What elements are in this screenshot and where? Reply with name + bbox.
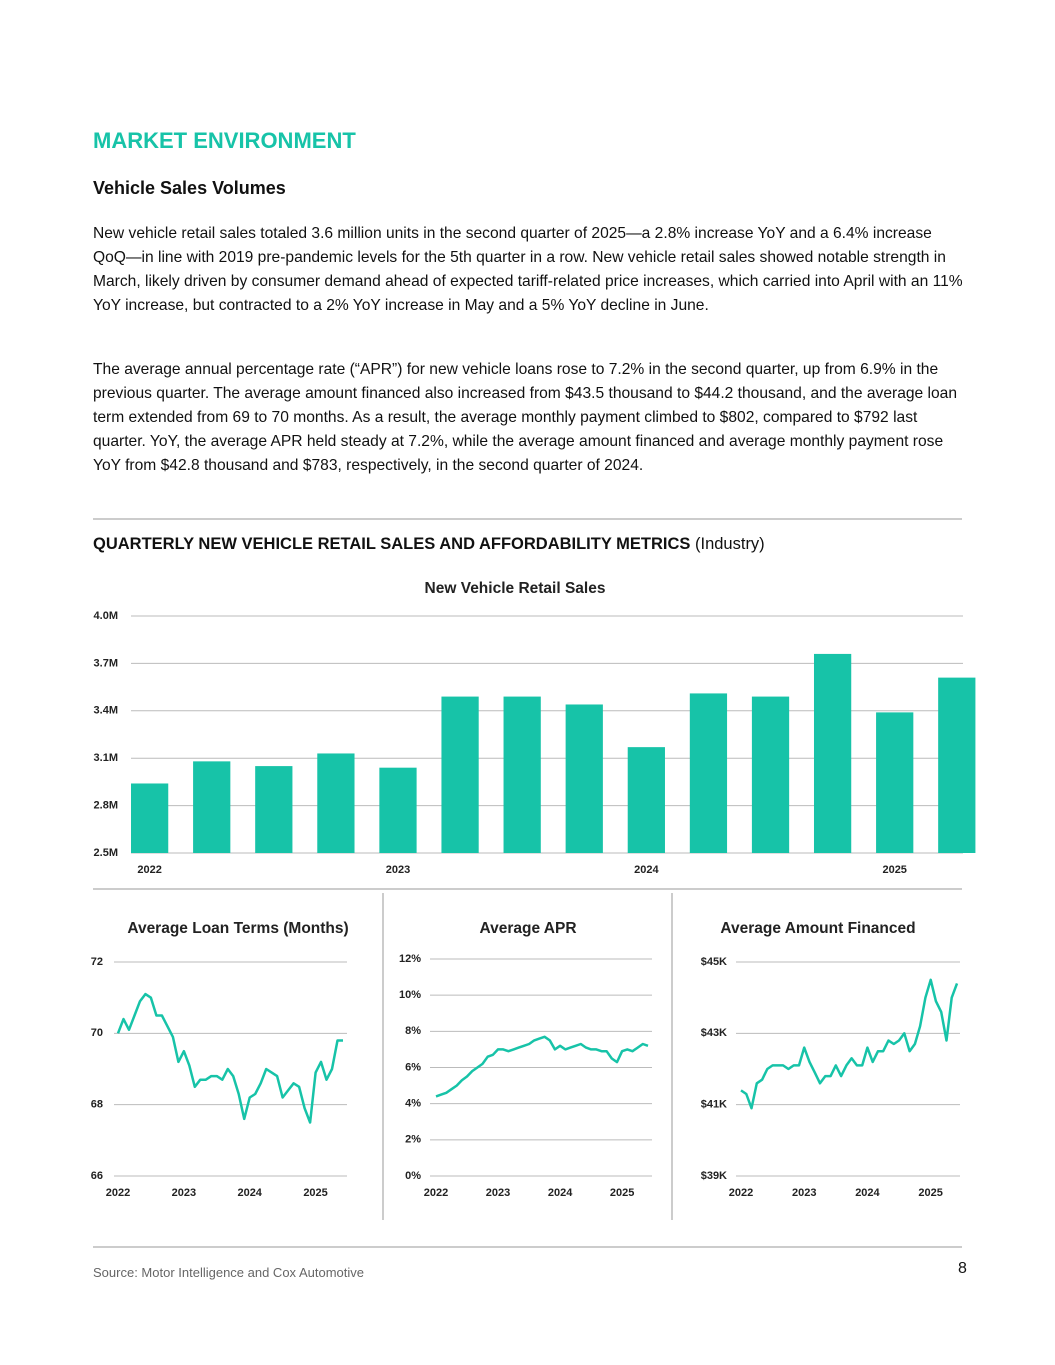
bar [938, 677, 976, 853]
x-tick-label: 2025 [610, 1187, 634, 1199]
y-tick-label: 10% [399, 989, 421, 1001]
line [740, 978, 959, 1110]
y-tick-label: $41K [701, 1099, 727, 1111]
paragraph: The average annual percentage rate (“APR… [93, 361, 958, 474]
y-tick-label: 0% [405, 1170, 421, 1182]
line [116, 992, 343, 1124]
page-number: 8 [958, 1260, 967, 1277]
y-tick-label: 3.7M [94, 657, 118, 669]
y-tick-label: 2% [405, 1134, 421, 1146]
bar [193, 761, 231, 853]
y-tick-label: 12% [399, 953, 421, 965]
y-tick-label: 70 [91, 1027, 103, 1039]
y-tick-label: 66 [91, 1170, 103, 1182]
bar [876, 712, 914, 853]
bar [317, 753, 355, 853]
chart-title: Average APR [479, 920, 576, 937]
x-tick-label: 2024 [634, 864, 659, 876]
y-tick-label: 6% [405, 1061, 421, 1073]
y-tick-label: 4% [405, 1098, 421, 1110]
paragraph: New vehicle retail sales totaled 3.6 mil… [93, 225, 963, 314]
y-tick-label: 4.0M [94, 610, 118, 622]
y-tick-label: 8% [405, 1025, 421, 1037]
figure-note: (Industry) [695, 535, 765, 553]
x-tick-label: 2023 [172, 1187, 196, 1199]
y-tick-label: $43K [701, 1027, 727, 1039]
chart-title: Average Amount Financed [720, 920, 915, 937]
x-tick-label: 2022 [137, 864, 161, 876]
x-tick-label: 2024 [548, 1187, 573, 1199]
y-tick-label: 68 [91, 1099, 103, 1111]
y-tick-label: $39K [701, 1170, 727, 1182]
x-tick-label: 2023 [386, 864, 410, 876]
bar [751, 696, 790, 853]
y-tick-label: 3.1M [94, 752, 118, 764]
x-tick-label: 2025 [303, 1187, 327, 1199]
x-tick-label: 2025 [882, 864, 906, 876]
bar [813, 653, 852, 853]
bar [255, 766, 293, 853]
subheading: Vehicle Sales Volumes [93, 178, 286, 198]
x-tick-label: 2024 [237, 1187, 262, 1199]
line [435, 1035, 649, 1098]
x-tick-label: 2023 [486, 1187, 510, 1199]
chart-title: Average Loan Terms (Months) [127, 920, 348, 937]
figure-title-main: QUARTERLY NEW VEHICLE RETAIL SALES AND A… [93, 535, 691, 553]
x-tick-label: 2022 [729, 1187, 753, 1199]
bar [441, 696, 479, 853]
y-tick-label: 2.8M [94, 800, 118, 812]
section-heading: MARKET ENVIRONMENT [93, 128, 356, 153]
chart-title: New Vehicle Retail Sales [425, 580, 606, 597]
y-tick-label: $45K [701, 956, 727, 968]
bar [379, 767, 417, 853]
x-tick-label: 2025 [918, 1187, 942, 1199]
x-tick-label: 2023 [792, 1187, 816, 1199]
bar [689, 693, 728, 853]
y-tick-label: 72 [91, 956, 103, 968]
x-tick-label: 2022 [424, 1187, 448, 1199]
source: Source: Motor Intelligence and Cox Autom… [93, 1265, 364, 1280]
figure-title: QUARTERLY NEW VEHICLE RETAIL SALES AND A… [93, 535, 765, 554]
y-tick-label: 2.5M [94, 847, 118, 859]
bar [627, 747, 665, 853]
y-tick-label: 3.4M [94, 705, 118, 717]
bar [565, 704, 603, 853]
x-tick-label: 2024 [855, 1187, 880, 1199]
bar [131, 783, 169, 853]
x-tick-label: 2022 [106, 1187, 130, 1199]
bar [503, 696, 541, 853]
